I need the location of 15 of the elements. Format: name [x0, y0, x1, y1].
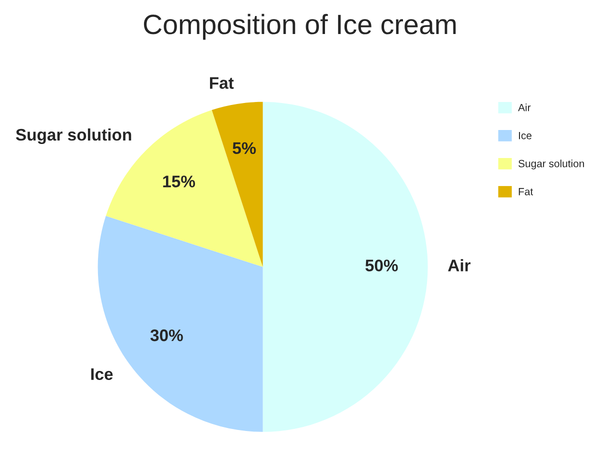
slice-label: Sugar solution	[16, 128, 132, 144]
data-label: 50%	[365, 260, 398, 272]
slice-label: Ice	[91, 368, 113, 380]
slice-label: Fat	[210, 77, 234, 89]
data-label: 15%	[163, 176, 196, 188]
legend-label: Ice	[518, 132, 532, 140]
legend-label: Air	[518, 104, 531, 112]
pie-slice	[262, 102, 428, 432]
legend-label: Sugar solution	[518, 160, 584, 170]
chart-title: Composition of Ice cream	[144, 14, 456, 40]
slice-label: Air	[448, 259, 470, 272]
legend-label: Fat	[518, 188, 534, 196]
data-label: 5%	[232, 142, 256, 154]
pie-slice	[212, 102, 263, 267]
data-label: 30%	[150, 329, 183, 342]
